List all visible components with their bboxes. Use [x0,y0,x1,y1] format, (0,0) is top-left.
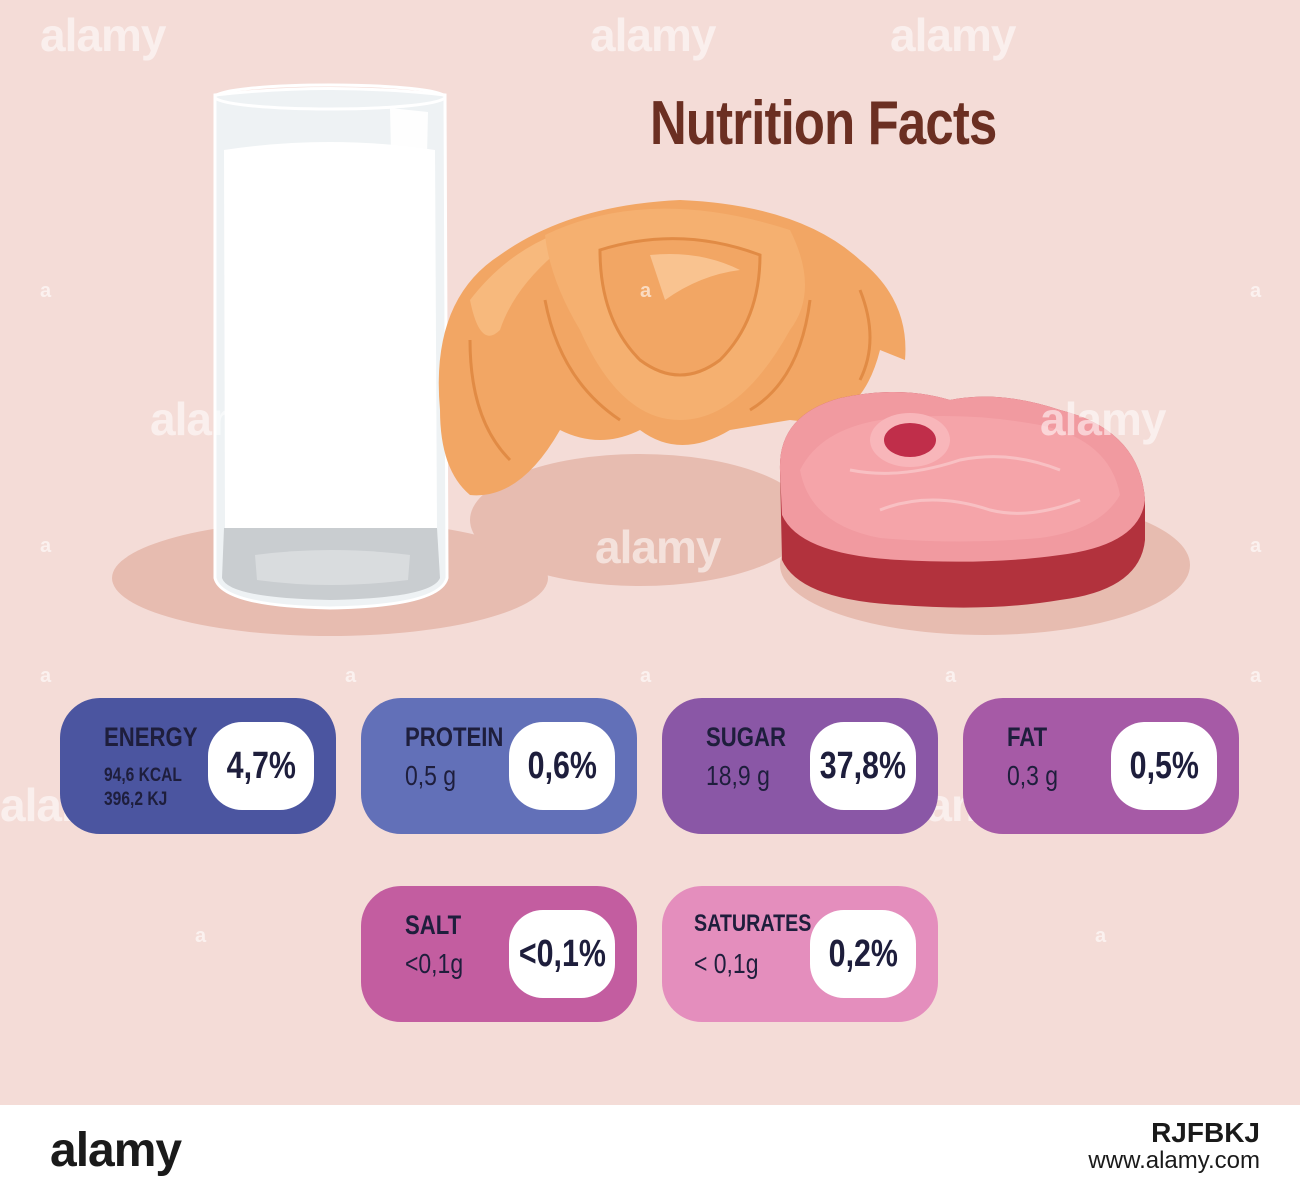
croissant-icon [438,200,906,496]
nutrient-pill-saturates: SATURATES < 0,1g 0,2% [662,886,938,1022]
alamy-logo: alamy [50,1124,182,1177]
percent-badge: 0,6% [509,722,615,810]
nutrient-name: SATURATES [694,910,812,937]
site-url: www.alamy.com [1088,1147,1260,1174]
percent-value: <0,1% [518,932,606,975]
percent-badge: 4,7% [208,722,314,810]
energy-kj: 396,2 KJ [104,789,168,810]
nutrient-name: PROTEIN [405,722,504,752]
energy-kcal: 94,6 KCAL [104,765,182,786]
nutrient-pill-energy: ENERGY 94,6 KCAL 396,2 KJ 4,7% [60,698,336,834]
page-title: Nutrition Facts [650,89,997,158]
image-id: RJFBKJ [1151,1117,1260,1148]
nutrient-amount: < 0,1g [694,948,759,979]
percent-badge: <0,1% [509,910,615,998]
food-illustration [112,83,1190,636]
footer-bar: alamy RJFBKJ www.alamy.com [0,1105,1300,1195]
nutrient-pill-salt: SALT <0,1g <0,1% [361,886,637,1022]
image-reference: RJFBKJ www.alamy.com [1088,1119,1260,1175]
nutrient-amount: <0,1g [405,948,464,979]
percent-badge: 0,2% [810,910,916,998]
steak-icon [779,391,1145,608]
nutrient-amount: 0,3 g [1007,760,1059,791]
nutrient-name: SUGAR [706,722,786,752]
percent-badge: 0,5% [1111,722,1217,810]
nutrient-name: ENERGY [104,722,198,752]
croissant-shadow [470,454,810,586]
percent-value: 4,7% [226,744,296,787]
nutrient-amount: 18,9 g [706,760,770,791]
nutrient-pill-fat: FAT 0,3 g 0,5% [963,698,1239,834]
nutrient-name: FAT [1007,722,1048,752]
nutrient-amount: 0,5 g [405,760,457,791]
milk-glass-icon [213,83,449,610]
nutrient-name: SALT [405,910,462,940]
percent-value: 0,5% [1129,744,1199,787]
percent-value: 0,2% [828,932,898,975]
nutrient-pill-protein: PROTEIN 0,5 g 0,6% [361,698,637,834]
nutrient-pill-sugar: SUGAR 18,9 g 37,8% [662,698,938,834]
infographic: Nutrition Facts alamy alamy alamy alamy … [0,9,1262,1022]
percent-value: 37,8% [819,744,907,787]
percent-badge: 37,8% [810,722,916,810]
nutrient-amount: 94,6 KCAL 396,2 KJ [104,764,182,812]
percent-value: 0,6% [527,744,597,787]
